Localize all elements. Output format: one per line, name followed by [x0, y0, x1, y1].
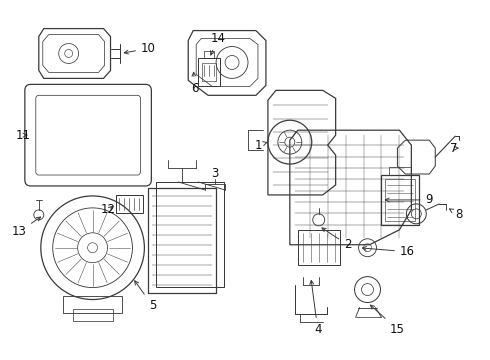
Bar [204, 50, 214, 58]
Text: 5: 5 [135, 281, 156, 312]
Text: 4: 4 [310, 280, 321, 336]
Text: 14: 14 [211, 32, 225, 55]
Bar [198, 58, 220, 86]
Text: 6: 6 [192, 72, 199, 95]
Bar [63, 296, 122, 314]
Bar [73, 310, 113, 321]
Text: 15: 15 [370, 305, 405, 336]
Bar [116, 195, 144, 213]
Bar [382, 175, 419, 225]
Text: 8: 8 [449, 208, 463, 221]
Text: 2: 2 [322, 228, 351, 251]
Text: 13: 13 [11, 217, 41, 238]
Text: 12: 12 [101, 203, 116, 216]
Text: 3: 3 [211, 167, 219, 180]
Bar [156, 182, 224, 287]
Bar [386, 179, 416, 221]
Text: 11: 11 [15, 129, 30, 142]
Bar [202, 63, 216, 81]
Text: 1: 1 [254, 139, 267, 152]
Text: 16: 16 [363, 245, 415, 258]
Bar [390, 167, 412, 175]
Text: 7: 7 [450, 141, 458, 155]
Text: 10: 10 [124, 42, 156, 55]
Bar [148, 188, 216, 293]
Text: 9: 9 [385, 193, 433, 206]
